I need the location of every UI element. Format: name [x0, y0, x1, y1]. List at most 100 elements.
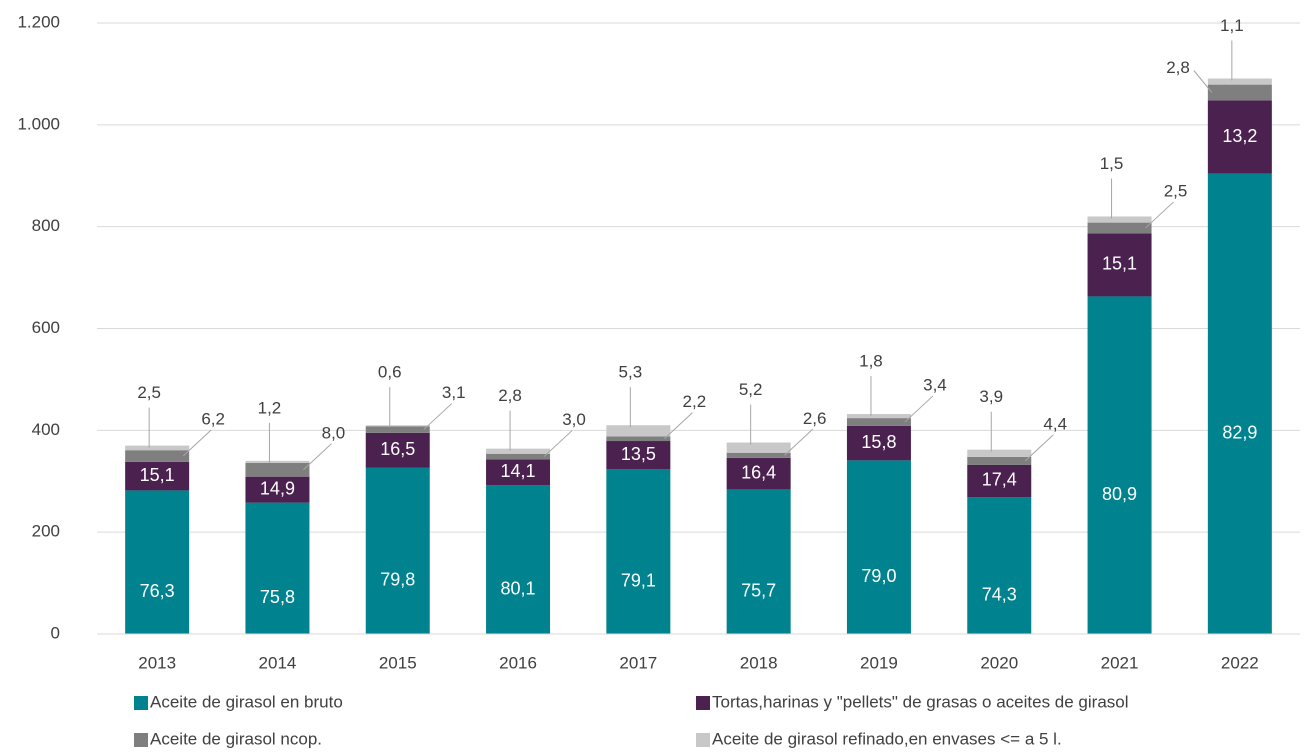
bar-segment: [486, 485, 551, 634]
y-tick-label: 1.000: [17, 114, 60, 133]
bar-segment: [726, 489, 791, 634]
x-tick-label: 2016: [499, 653, 537, 672]
bar-segment: [967, 497, 1032, 634]
legend-label: Tortas,harinas y "pellets" de grasas o a…: [712, 692, 1129, 711]
bar-segment: [125, 490, 190, 634]
legend-label: Aceite de girasol ncop.: [150, 729, 322, 748]
bar-segment: [245, 460, 310, 463]
bar-segment: [967, 449, 1032, 457]
bar-segment: [1087, 233, 1152, 297]
data-label: 13,5: [621, 444, 656, 464]
data-label: 80,1: [501, 578, 536, 598]
leader-line: [303, 443, 332, 471]
bar-segment: [726, 442, 791, 453]
data-label: 6,2: [201, 410, 225, 429]
data-label: 79,8: [380, 570, 415, 590]
legend-label: Aceite de girasol en bruto: [150, 692, 343, 711]
data-label: 13,2: [1222, 126, 1257, 146]
data-label: 0,6: [378, 363, 402, 382]
data-label: 15,1: [1102, 254, 1137, 274]
leader-line: [904, 395, 934, 423]
legend-label: Aceite de girasol refinado,en envases <=…: [712, 729, 1062, 748]
x-tick-label: 2018: [740, 653, 778, 672]
data-label: 14,1: [501, 461, 536, 481]
y-tick-label: 400: [32, 420, 60, 439]
bar-segment: [606, 441, 671, 470]
legend-swatch: [134, 733, 148, 747]
bar-segment: [606, 469, 671, 634]
bar-segment: [125, 445, 190, 451]
bar-segment: [245, 502, 310, 634]
data-label: 8,0: [322, 423, 346, 442]
data-label: 82,9: [1222, 423, 1257, 443]
x-tick-label: 2014: [259, 653, 297, 672]
data-label: 15,1: [140, 465, 175, 485]
legend-swatch: [696, 696, 710, 710]
data-label: 3,1: [442, 383, 466, 402]
y-tick-label: 1.200: [17, 12, 60, 31]
bar-segment: [1207, 78, 1272, 85]
leader-line: [182, 429, 212, 457]
data-label: 16,4: [741, 462, 776, 482]
data-label: 3,4: [923, 375, 947, 394]
data-label: 5,2: [739, 380, 763, 399]
y-tick-label: 800: [32, 216, 60, 235]
bar-segment: [846, 460, 911, 634]
legend-swatch: [696, 733, 710, 747]
leader-line: [1145, 201, 1174, 229]
data-label: 2,8: [1166, 58, 1190, 77]
bar-segment: [606, 425, 671, 437]
leader-line: [784, 428, 813, 456]
bar-segment: [1207, 84, 1272, 101]
data-label: 2,5: [137, 383, 161, 402]
bar-segment: [125, 461, 190, 491]
data-label: 75,7: [741, 580, 776, 600]
leader-line: [1024, 434, 1054, 462]
x-tick-label: 2022: [1221, 653, 1259, 672]
data-label: 74,3: [982, 584, 1017, 604]
x-tick-label: 2015: [379, 653, 417, 672]
data-label: 80,9: [1102, 484, 1137, 504]
legend-swatch: [134, 696, 148, 710]
bar-segment: [365, 425, 430, 427]
x-tick-label: 2019: [860, 653, 898, 672]
leader-line: [423, 403, 453, 430]
data-label: 79,0: [861, 566, 896, 586]
bar-segment: [125, 450, 190, 462]
bar-segment: [1207, 100, 1272, 174]
data-label: 3,9: [979, 387, 1003, 406]
leader-line: [664, 412, 693, 440]
bar-segment: [846, 418, 911, 426]
data-label: 1,2: [258, 398, 282, 417]
data-label: 76,3: [140, 581, 175, 601]
bar-segment: [486, 459, 551, 486]
x-tick-label: 2020: [980, 653, 1018, 672]
bar-segment: [1087, 296, 1152, 634]
bar-segment: [245, 476, 310, 503]
bar-segment: [365, 432, 430, 468]
bar-segment: [726, 452, 791, 458]
bar-segment: [846, 425, 911, 461]
data-label: 1,8: [859, 352, 883, 371]
bar-segment: [245, 462, 310, 477]
data-label: 5,3: [619, 363, 643, 382]
data-label: 2,8: [498, 386, 522, 405]
x-tick-label: 2013: [138, 653, 176, 672]
bar-segment: [606, 436, 671, 442]
bar-segment: [486, 448, 551, 454]
bar-segment: [1087, 216, 1152, 223]
data-label: 1,1: [1220, 16, 1244, 35]
x-tick-label: 2017: [619, 653, 657, 672]
data-label: 17,4: [982, 470, 1017, 490]
bar-segment: [967, 456, 1032, 465]
data-label: 1,5: [1100, 154, 1124, 173]
data-label: 79,1: [621, 570, 656, 590]
data-label: 16,5: [380, 439, 415, 459]
bar-segment: [365, 467, 430, 634]
bar-segment: [1207, 173, 1272, 635]
data-label: 14,9: [260, 478, 295, 498]
bar-segment: [365, 426, 430, 433]
leader-line: [1193, 70, 1213, 93]
y-tick-label: 0: [51, 623, 60, 642]
bar-segment: [486, 453, 551, 460]
